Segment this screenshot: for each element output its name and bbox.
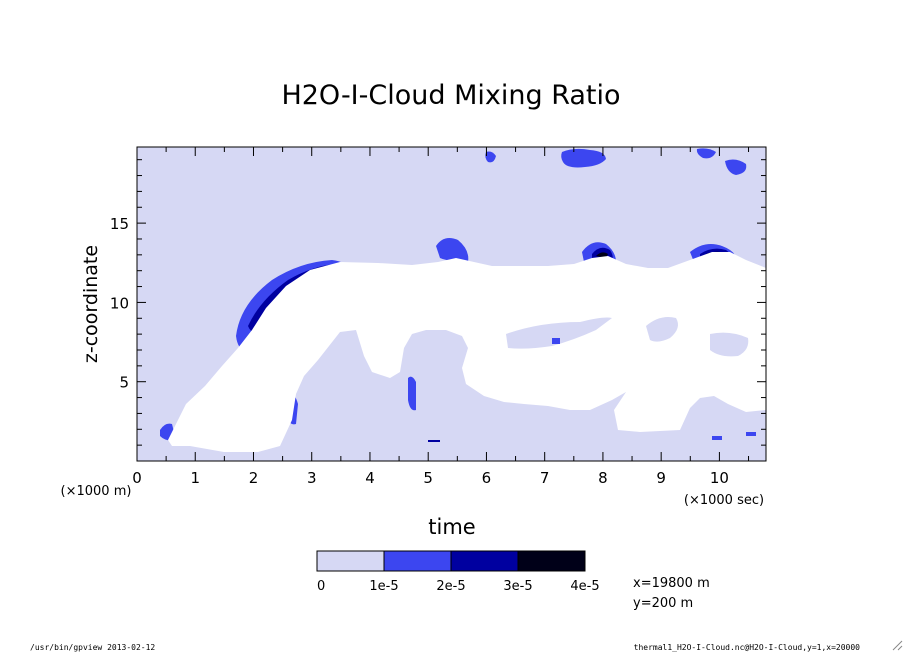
- legend-color-swatch: [517, 550, 586, 572]
- contour-level-1-region: [428, 440, 440, 442]
- x-tick-label: 3: [307, 469, 317, 487]
- contour-level-0-region: [326, 365, 344, 394]
- x-tick-label: 0: [132, 469, 142, 487]
- x-tick-label: 7: [540, 469, 550, 487]
- contour-level-1-region: [696, 148, 716, 159]
- contour-level-1-region: [561, 148, 606, 168]
- y-tick-label: 5: [119, 374, 129, 392]
- contour-level-1-region: [408, 376, 416, 411]
- contour-level-0-region: [646, 317, 678, 342]
- contour-level-0-region: [417, 346, 463, 421]
- plot-frame: [136, 146, 767, 462]
- y-axis: 5 10 15: [110, 159, 766, 446]
- y-axis-unit: (×1000 m): [61, 484, 132, 499]
- legend-level-label: 1e-5: [369, 579, 398, 594]
- legend-level-label: 2e-5: [436, 579, 465, 594]
- x-tick-label: 9: [656, 469, 666, 487]
- plot-area: 0 1 2 3 4 5 6 7 8 9 10 5 10 15: [110, 146, 767, 487]
- contour-shapes: [160, 148, 766, 452]
- y-tick-label: 10: [110, 294, 129, 312]
- x-tick-label: 2: [249, 469, 259, 487]
- x-tick-label: 6: [482, 469, 492, 487]
- color-legend: 0 1e-5 2e-5 3e-5 4e-5: [316, 550, 600, 594]
- footer-left: /usr/bin/gpview 2013-02-12: [30, 643, 155, 652]
- contour-level-1-region: [485, 151, 496, 163]
- legend-level-label: 0: [317, 579, 325, 594]
- x-tick-label: 5: [423, 469, 433, 487]
- resize-grip-icon[interactable]: [892, 640, 903, 651]
- x-tick-label: 8: [598, 469, 608, 487]
- y-tick-label: 15: [110, 215, 129, 233]
- x-axis-unit: (×1000 sec): [684, 493, 764, 508]
- x-tick-label: 4: [365, 469, 375, 487]
- legend-level-label: 3e-5: [503, 579, 532, 594]
- x-tick-label: 10: [710, 469, 729, 487]
- legend-color-swatch: [316, 550, 385, 572]
- y-position-annotation: y=200 m: [633, 596, 693, 611]
- y-axis-label: z-coordinate: [80, 245, 102, 363]
- legend-level-label: 4e-5: [570, 579, 599, 594]
- legend-color-swatch: [383, 550, 452, 572]
- footer-right: thermal1_H2O-I-Cloud.nc@H2O-I-Cloud,y=1,…: [634, 643, 861, 652]
- contour-level-1-region: [746, 432, 756, 436]
- contour-level-1-region: [436, 238, 469, 262]
- chart-title: H2O-I-Cloud Mixing Ratio: [281, 80, 620, 111]
- x-tick-label: 1: [190, 469, 200, 487]
- legend-color-swatch: [450, 550, 519, 572]
- cloud-free-region: [168, 252, 766, 452]
- contour-level-1-region: [725, 159, 747, 175]
- x-axis: 0 1 2 3 4 5 6 7 8 9 10: [132, 147, 750, 487]
- contour-level-1-region: [712, 436, 722, 440]
- contour-level-0-region: [710, 332, 749, 357]
- contour-level-0-region: [506, 317, 612, 349]
- x-position-annotation: x=19800 m: [633, 576, 710, 591]
- x-axis-label: time: [428, 515, 475, 539]
- contour-level-1-region: [552, 338, 560, 344]
